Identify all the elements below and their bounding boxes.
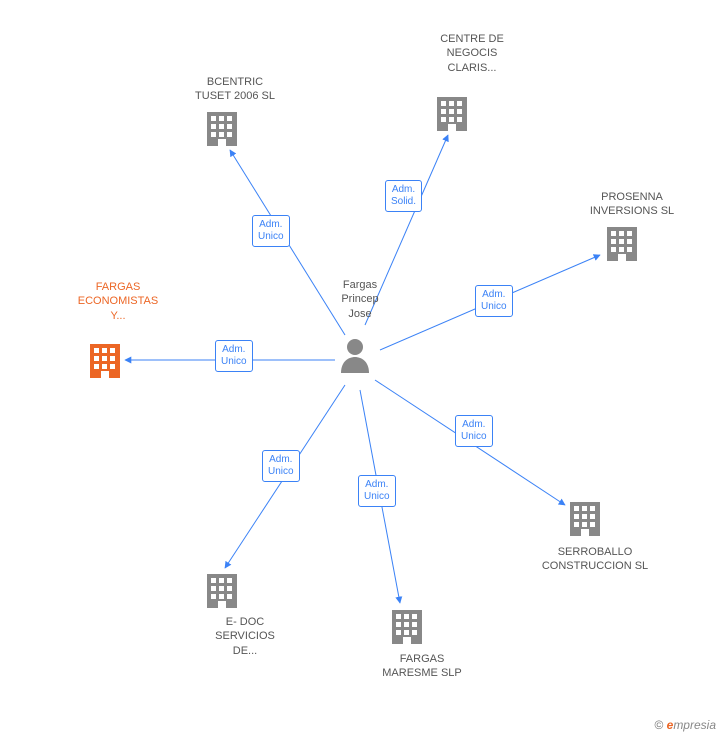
node-label: CENTRE DE NEGOCIS CLARIS... [412,32,532,75]
edge-label: Adm. Unico [262,450,300,482]
center-person-icon [339,337,371,378]
edge-label: Adm. Unico [358,475,396,507]
edge-label: Adm. Unico [455,415,493,447]
center-person-label: Fargas Princep Jose [330,278,390,321]
building-icon [205,572,239,610]
building-icon [390,608,424,646]
edge-label: Adm. Unico [215,340,253,372]
building-icon [88,342,122,380]
copyright-symbol: © [654,718,663,732]
brand-rest: mpresia [673,718,716,732]
building-icon [568,500,602,538]
node-label: PROSENNA INVERSIONS SL [572,190,692,219]
edge-label: Adm. Unico [475,285,513,317]
node-label: E- DOC SERVICIOS DE... [185,615,305,658]
node-label: SERROBALLO CONSTRUCCION SL [535,545,655,574]
building-icon [205,110,239,148]
building-icon [605,225,639,263]
node-label: BCENTRIC TUSET 2006 SL [175,75,295,104]
building-icon [435,95,469,133]
node-label: FARGAS ECONOMISTAS Y... [58,280,178,323]
edge-label: Adm. Solid. [385,180,422,212]
edge-label: Adm. Unico [252,215,290,247]
footer-credit: © empresia [654,718,716,732]
node-label: FARGAS MARESME SLP [362,652,482,681]
